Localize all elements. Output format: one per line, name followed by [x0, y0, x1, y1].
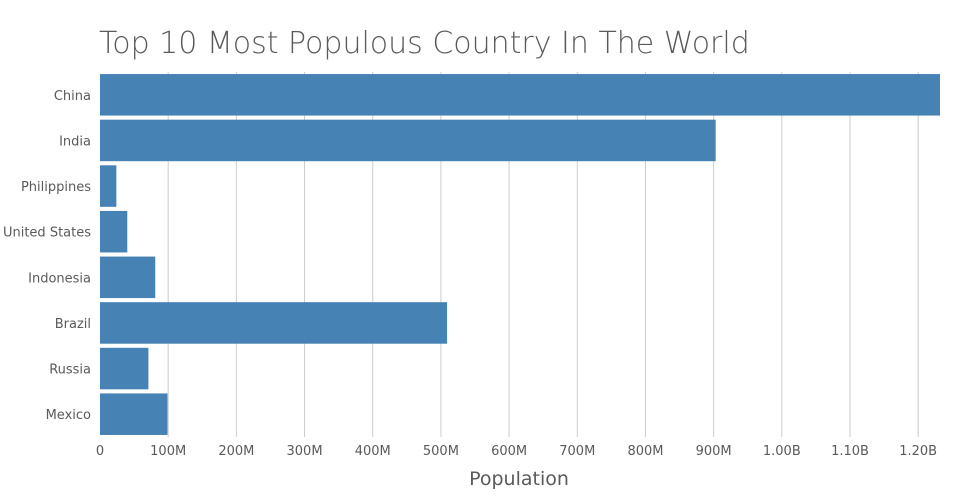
x-tick-label: 1.10B: [831, 444, 869, 459]
bar-india[interactable]: [100, 119, 716, 162]
bar-united-states[interactable]: [100, 210, 128, 253]
bar-indonesia[interactable]: [100, 256, 156, 299]
bars: [100, 74, 940, 435]
x-tick-label: 1.20B: [899, 444, 937, 459]
y-tick-label: China: [54, 89, 91, 104]
chart-title: Top 10 Most Populous Country In The Worl…: [99, 26, 750, 61]
y-axis-tick-labels: China India Philippines United States Indone…: [3, 89, 91, 423]
x-axis-tick-labels: 0 100M 200M 300M 400M 500M 600M 700M 800M 900M 1.0…: [96, 444, 937, 459]
x-tick-label: 100M: [150, 444, 186, 459]
x-tick-label: 1.00B: [763, 444, 801, 459]
y-tick-label: Brazil: [55, 317, 91, 332]
x-tick-label: 900M: [696, 444, 732, 459]
y-tick-label: Philippines: [21, 180, 91, 195]
y-tick-label: India: [59, 134, 91, 149]
x-tick-label: 600M: [491, 444, 527, 459]
y-tick-label: Indonesia: [28, 271, 91, 286]
bar-russia[interactable]: [100, 347, 149, 390]
y-tick-label: United States: [3, 226, 91, 241]
x-tick-label: 300M: [287, 444, 323, 459]
bar-philippines[interactable]: [100, 165, 117, 207]
x-tick-label: 800M: [627, 444, 663, 459]
x-tick-label: 500M: [423, 444, 459, 459]
y-tick-label: Russia: [49, 363, 91, 378]
x-tick-label: 400M: [355, 444, 391, 459]
x-tick-label: 0: [96, 444, 104, 459]
x-tick-label: 200M: [218, 444, 254, 459]
bar-mexico[interactable]: [100, 393, 168, 435]
x-tick-label: 700M: [559, 444, 595, 459]
y-tick-label: Mexico: [46, 408, 91, 423]
bar-china[interactable]: [100, 74, 940, 116]
bar-brazil[interactable]: [100, 302, 448, 344]
x-axis-title: Population: [469, 468, 569, 490]
